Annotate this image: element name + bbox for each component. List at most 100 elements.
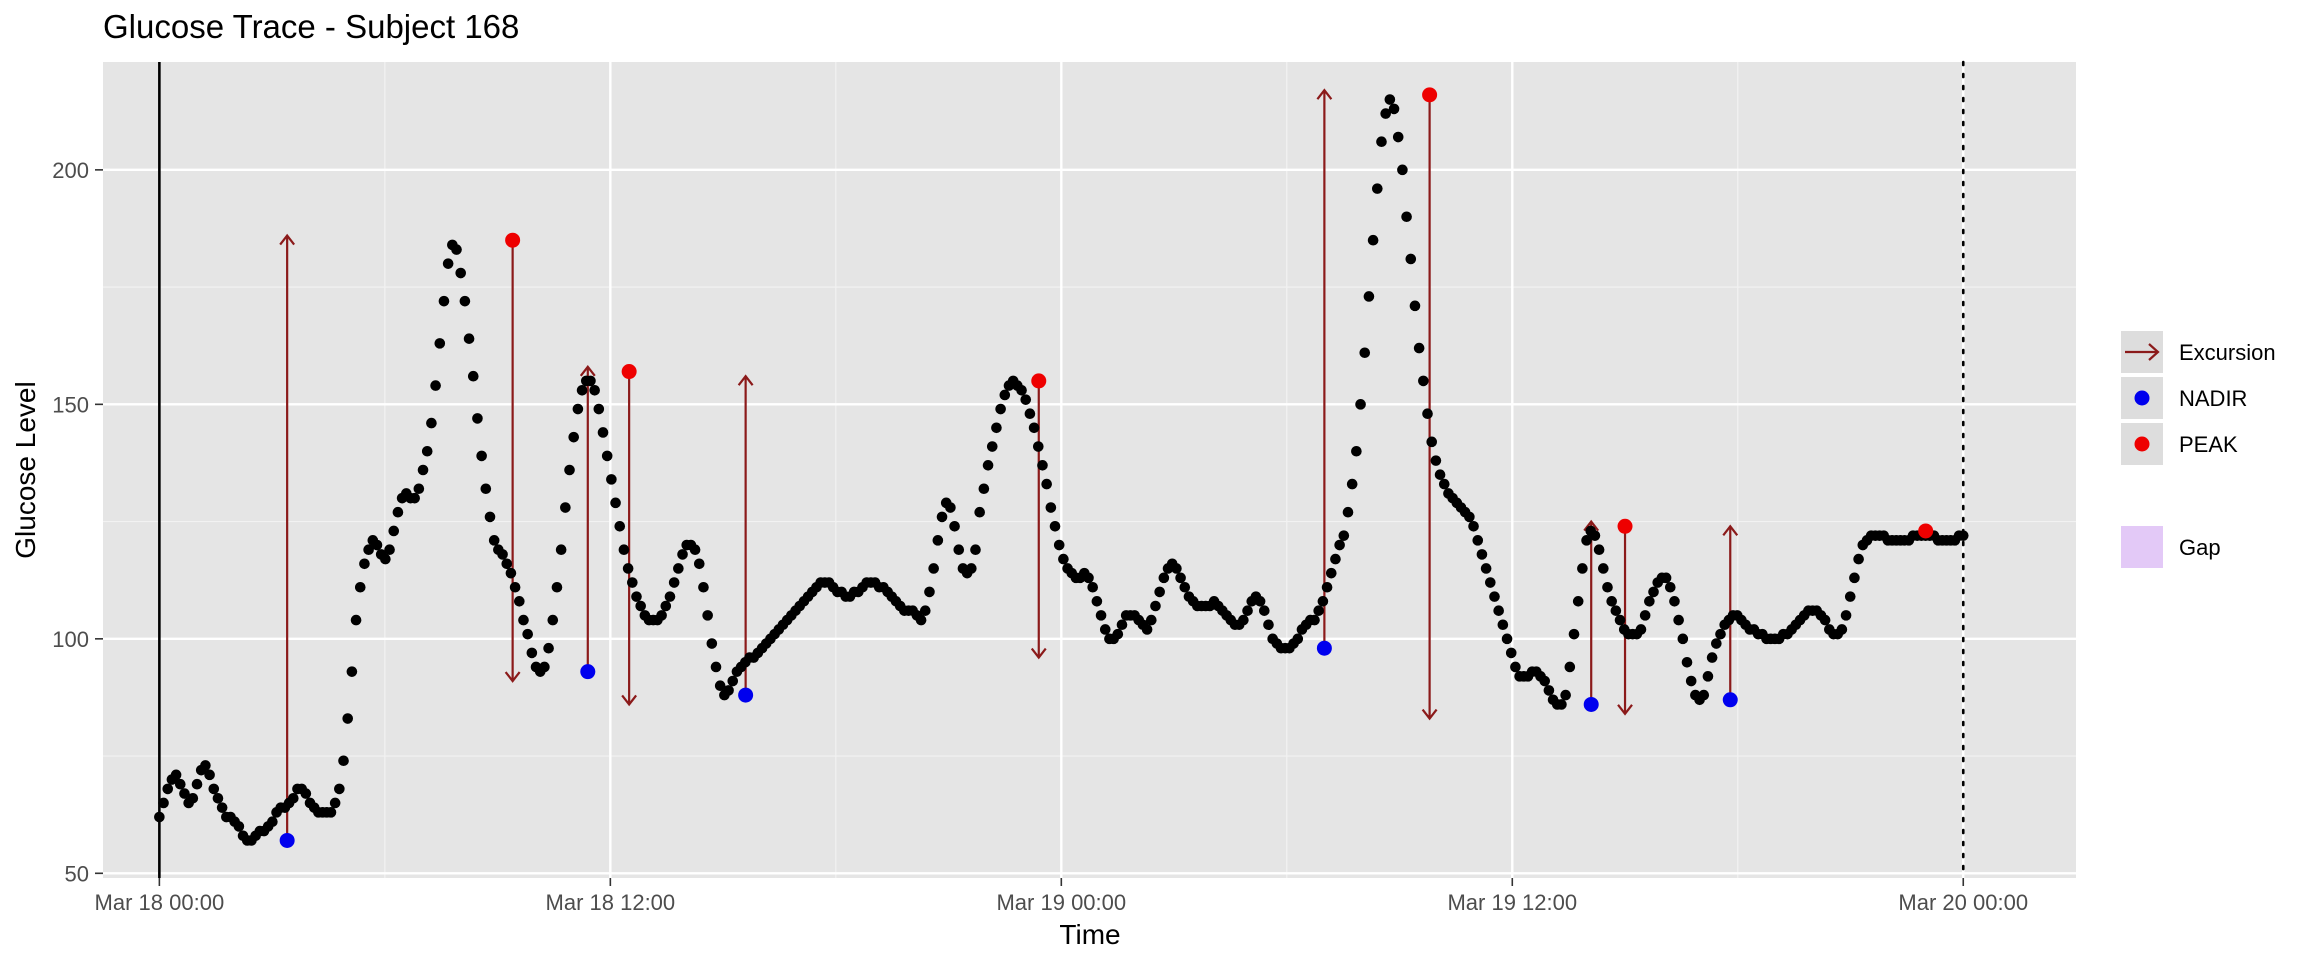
glucose-point [1418,375,1429,387]
glucose-point [1698,689,1710,701]
glucose-point [593,403,605,415]
glucose-point [1024,408,1036,420]
glucose-point [208,783,220,795]
glucose-point [1602,581,1613,593]
glucose-point [1493,605,1504,616]
glucose-point [1510,661,1521,673]
nadir-point [1583,696,1599,712]
glucose-point [216,802,228,813]
x-tick-label: Mar 19 00:00 [996,890,1126,915]
legend-label-excursion: Excursion [2179,340,2276,365]
glucose-point [233,821,245,832]
glucose-point [1321,581,1333,593]
glucose-point [1016,384,1027,396]
glucose-point [635,600,646,612]
glucose-point [1179,581,1191,593]
glucose-point [417,464,429,476]
glucose-point [614,520,626,532]
glucose-point [212,792,224,804]
glucose-point [1351,445,1362,457]
glucose-point [660,600,672,612]
chart-title: Glucose Trace - Subject 168 [103,8,519,45]
glucose-point [1334,539,1345,551]
glucose-point [380,553,391,565]
glucose-point [1593,544,1605,556]
legend-item-excursion: Excursion [2121,331,2276,373]
glucose-point [442,258,454,269]
glucose-point [1644,596,1655,607]
glucose-point [1673,614,1684,626]
glucose-point [1409,300,1421,312]
glucose-point [576,384,588,396]
glucose-point [1577,563,1588,574]
glucose-point [1095,610,1107,621]
glucose-point [991,422,1002,434]
glucose-point [1384,94,1396,105]
glucose-point [1145,614,1157,626]
glucose-point [627,577,638,588]
x-tick-label: Mar 18 00:00 [95,890,225,915]
peak-point [1918,523,1934,539]
glucose-point [1263,619,1274,631]
glucose-point [1434,469,1446,480]
glucose-point [1020,394,1032,405]
glucose-point [702,610,713,621]
glucose-point [350,614,362,626]
glucose-point [714,680,726,692]
glucose-point [1476,549,1488,560]
legend-item-gap: Gap [2121,526,2221,568]
glucose-point [723,685,734,696]
glucose-point [200,760,211,771]
legend-key-gap [2121,526,2163,568]
glucose-point [288,792,299,804]
glucose-point [601,450,613,462]
glucose-point [158,797,169,809]
glucose-point [1702,671,1714,682]
nadir-point [580,664,596,680]
glucose-point [915,614,927,626]
glucose-point [1635,624,1647,635]
glucose-point [1413,342,1425,354]
glucose-point [1259,605,1270,616]
glucose-point [1489,591,1500,602]
glucose-point [1317,596,1329,607]
nadir-point [1722,692,1738,708]
glucose-point [568,431,580,443]
glucose-point [1171,563,1182,574]
glucose-point [451,244,462,255]
glucose-point [564,464,575,476]
glucose-point [1468,520,1479,532]
glucose-point [329,797,341,809]
glucose-point [1083,572,1094,584]
glucose-point [187,792,199,804]
glucose-point [1242,605,1253,616]
glucose-point [1087,581,1099,593]
glucose-point [154,811,165,823]
glucose-point [392,506,404,518]
glucose-point [1037,460,1048,471]
glucose-point [413,483,425,495]
glucose-point [1648,586,1659,598]
glucose-point [1589,530,1601,541]
glucose-point [606,474,617,485]
x-tick-label: Mar 18 12:00 [546,890,676,915]
glucose-point [409,492,420,504]
glucose-point [162,783,174,795]
glucose-point [1254,596,1266,607]
glucose-point [1041,478,1052,490]
glucose-point [1032,441,1044,452]
glucose-point [1543,685,1555,696]
glucose-point [1711,638,1722,649]
glucose-point [384,544,395,556]
glucose-point [1480,563,1492,574]
glucose-point [1564,661,1576,673]
legend-item-nadir: NADIR [2121,377,2247,419]
glucose-point [1849,572,1860,584]
glucose-point [1325,567,1337,579]
glucose-point [1614,614,1626,626]
glucose-point [1355,399,1366,410]
glucose-point [300,788,312,799]
glucose-point [1058,553,1069,565]
legend-label-nadir: NADIR [2179,386,2247,411]
glucose-point [1363,291,1375,302]
